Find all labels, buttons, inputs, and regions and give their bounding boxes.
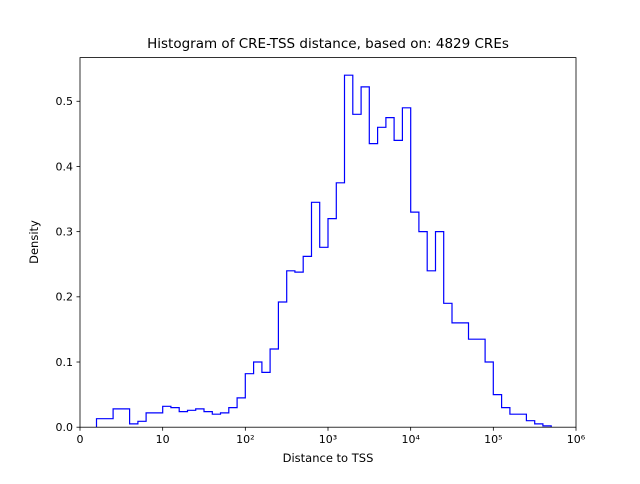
y-tick-label: 0.3 [56, 225, 74, 238]
x-tick-label: 0 [77, 433, 84, 446]
histogram-step-line [95, 74, 552, 428]
chart-title: Histogram of CRE-TSS distance, based on:… [147, 36, 509, 52]
x-tick-label: 10⁶ [567, 433, 586, 446]
y-tick-label: 0.5 [56, 95, 74, 108]
x-tick-label: 10² [236, 433, 254, 446]
plot-area: 0 10 10² 10³ 10⁴ 10⁵ 10⁶ 0.0 0.1 0.2 0.3 0.4 0.5 [56, 57, 586, 446]
y-tick-label: 0.2 [56, 291, 74, 304]
y-tick-label: 0.4 [56, 160, 74, 173]
axes-frame [79, 57, 577, 428]
x-tick-label: 10 [156, 433, 170, 446]
x-tick-label: 10⁴ [401, 433, 420, 446]
x-tick-label: 10⁵ [484, 433, 502, 446]
x-axis-label: Distance to TSS [283, 451, 374, 465]
x-tick-label: 10³ [319, 433, 337, 446]
y-tick-label: 0.0 [56, 421, 74, 434]
y-axis-label: Density [27, 220, 41, 264]
y-tick-label: 0.1 [56, 356, 74, 369]
